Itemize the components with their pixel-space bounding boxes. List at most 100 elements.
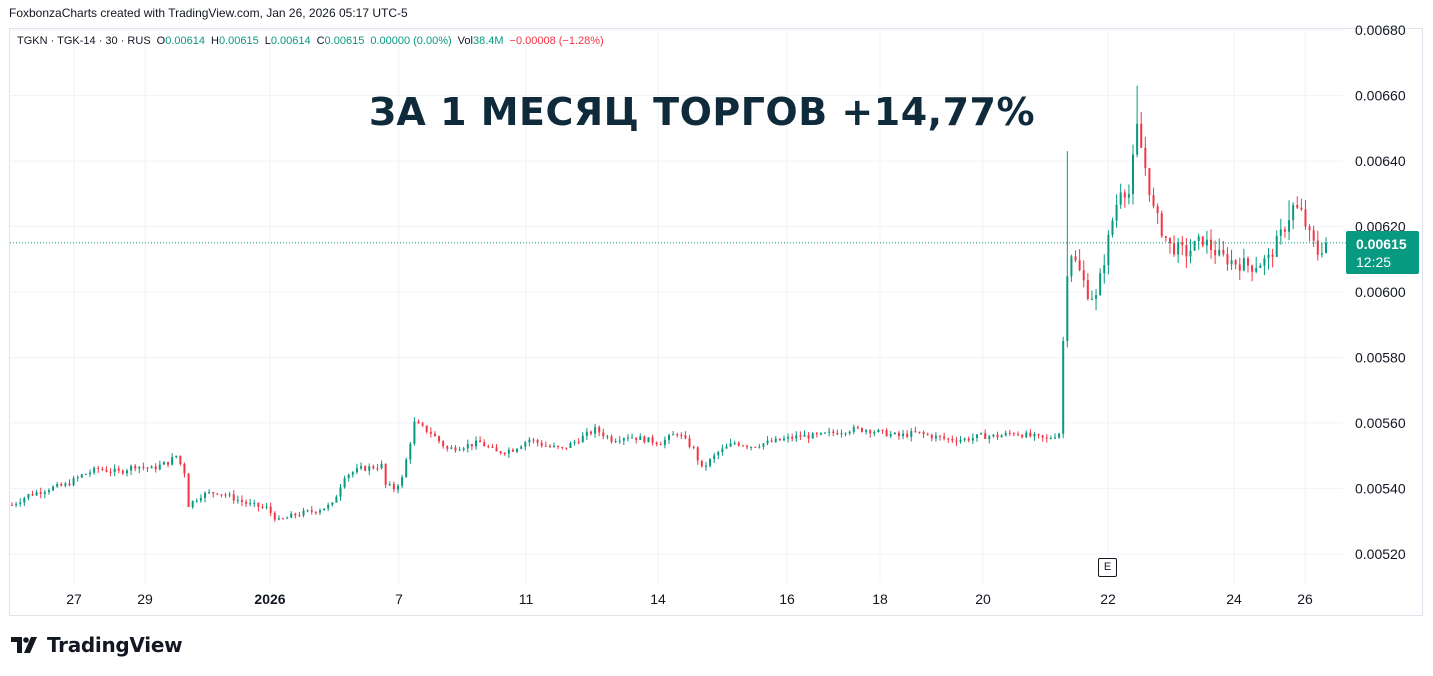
candle-body <box>323 508 326 511</box>
candle-body <box>1090 298 1093 300</box>
y-tick-label: 0.00680 <box>1355 22 1406 38</box>
candle-body <box>1070 256 1073 277</box>
candle-body <box>1103 265 1106 274</box>
candle-body <box>507 449 510 454</box>
y-axis: 0.00680 0.00660 0.00640 0.00620 0.00600 0.005… <box>1355 22 1406 562</box>
y-tick-label: 0.00540 <box>1355 481 1406 497</box>
candle-body <box>454 447 457 451</box>
candle-body <box>240 499 243 502</box>
legend-high-value: 0.00615 <box>218 35 259 47</box>
candle-body <box>1312 230 1315 241</box>
chart-frame <box>9 28 1423 616</box>
candle-body <box>175 455 178 458</box>
candle-body <box>298 515 301 517</box>
candle-body <box>1222 249 1225 255</box>
candle-body <box>778 438 781 441</box>
candle-body <box>1152 195 1155 207</box>
candle-body <box>171 457 174 465</box>
candle-body <box>1296 204 1299 208</box>
candle-body <box>922 432 925 434</box>
candle-body <box>314 511 317 513</box>
candle-body <box>335 496 338 503</box>
candle-body <box>224 494 227 496</box>
candle-body <box>1238 264 1241 271</box>
candle-body <box>232 494 235 501</box>
candle-body <box>988 436 991 439</box>
candle-body <box>113 468 116 473</box>
candle-body <box>15 503 18 505</box>
candle-body <box>1173 243 1176 255</box>
candle-body <box>984 433 987 439</box>
symbol-legend[interactable]: TGKN · TGK-14 · 30 · RUS O0.00614 H0.00615… <box>17 35 604 47</box>
candle-body <box>803 434 806 437</box>
candle-body <box>943 436 946 439</box>
legend-symbol[interactable]: TGKN · TGK-14 · 30 · RUS <box>17 35 151 47</box>
candle-body <box>125 470 128 474</box>
earnings-event-marker[interactable]: E <box>1098 558 1117 577</box>
candle-body <box>1066 276 1069 342</box>
candle-body <box>1288 220 1291 232</box>
candle-body <box>1111 220 1114 235</box>
candle-body <box>540 442 543 446</box>
candle-body <box>372 466 375 469</box>
candle-body <box>733 442 736 444</box>
candle-body <box>754 446 757 448</box>
candle-body <box>466 444 469 449</box>
candle-body <box>47 490 50 493</box>
candle-body <box>524 442 527 447</box>
candle-body <box>1197 236 1200 241</box>
candle-body <box>610 436 613 442</box>
candle-body <box>43 492 46 494</box>
candle-body <box>520 446 523 449</box>
candle-body <box>384 463 387 485</box>
candle-body <box>220 494 223 496</box>
tradingview-wordmark: TradingView <box>47 633 183 657</box>
candle-body <box>1045 437 1048 439</box>
candle-body <box>23 498 26 503</box>
candle-body <box>388 484 391 486</box>
tradingview-logo-icon <box>11 637 37 653</box>
candle-body <box>146 467 149 469</box>
candle-body <box>150 466 153 469</box>
candle-body <box>832 431 835 433</box>
candle-body <box>975 434 978 438</box>
x-tick-label: 26 <box>1297 591 1313 607</box>
candle-body <box>360 466 363 469</box>
candle-body <box>1275 235 1278 257</box>
candle-body <box>236 499 239 501</box>
candle-body <box>807 434 810 439</box>
candle-body <box>265 506 268 508</box>
candle-body <box>421 423 424 426</box>
candle-body <box>19 502 22 504</box>
candle-body <box>302 510 305 516</box>
candle-body <box>713 455 716 460</box>
candle-body <box>766 440 769 444</box>
candle-body <box>700 460 703 467</box>
candle-body <box>1140 123 1143 148</box>
candle-body <box>31 494 34 496</box>
candle-body <box>154 466 157 470</box>
candle-body <box>413 421 416 444</box>
candle-body <box>668 435 670 440</box>
candle-body <box>1053 437 1056 439</box>
candle-body <box>138 466 141 469</box>
candle-body <box>594 427 597 434</box>
candles <box>11 85 1327 522</box>
candle-body <box>68 483 71 486</box>
last-price-badge: 0.00615 12:25 <box>1346 231 1419 274</box>
candle-body <box>1300 207 1303 210</box>
candle-body <box>84 474 87 476</box>
x-tick-label: 18 <box>872 591 888 607</box>
x-tick-label: 7 <box>395 591 403 607</box>
legend-vol-change: −0.00008 (−1.28%) <box>509 35 604 47</box>
tradingview-logo[interactable]: TradingView <box>11 633 183 657</box>
candle-body <box>897 432 900 437</box>
candle-body <box>729 443 732 447</box>
candle-body <box>101 468 104 470</box>
candle-body <box>257 502 260 507</box>
candle-body <box>565 447 568 449</box>
candle-body <box>750 446 753 448</box>
candle-body <box>450 447 453 449</box>
candle-body <box>704 465 707 467</box>
candle-body <box>1062 341 1065 434</box>
